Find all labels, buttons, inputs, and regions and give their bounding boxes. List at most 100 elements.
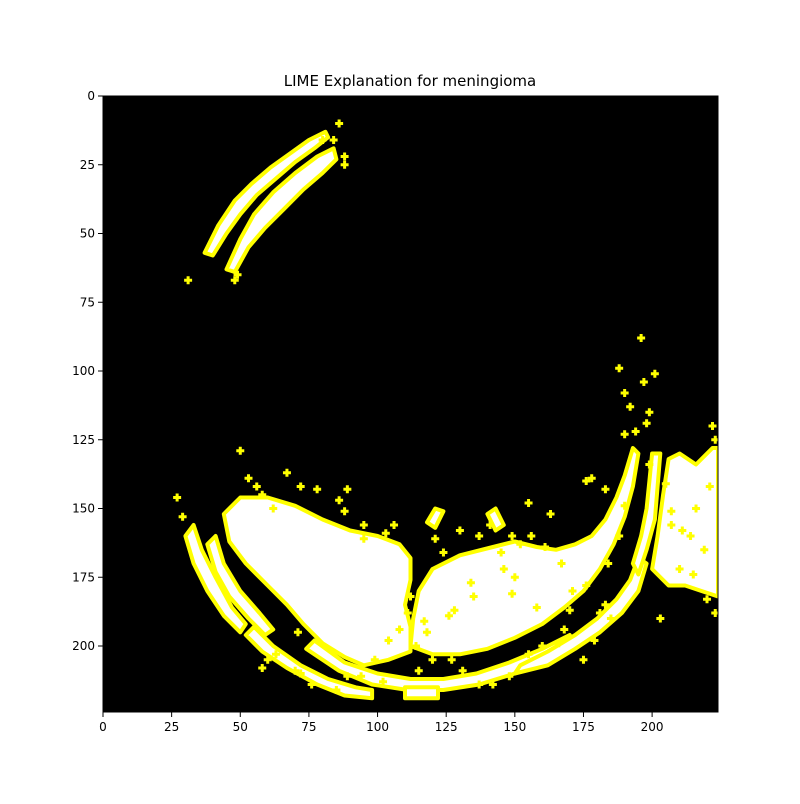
speckle — [379, 677, 388, 686]
y-tick-label: 125 — [72, 433, 95, 447]
x-tick-label: 75 — [301, 720, 316, 734]
speckle — [173, 493, 182, 502]
region-left-curve-1 — [183, 523, 248, 635]
speckle — [642, 419, 651, 428]
speckle — [340, 160, 349, 169]
speckle — [381, 529, 390, 538]
region-bottom-rectangle — [403, 685, 440, 701]
speckle — [650, 369, 659, 378]
speckle — [403, 609, 412, 617]
speckle — [527, 532, 536, 540]
y-tick-label: 175 — [72, 570, 95, 584]
speckle — [604, 559, 613, 568]
speckle — [582, 581, 591, 590]
speckle — [675, 565, 684, 573]
speckle — [568, 587, 577, 595]
speckle — [516, 540, 525, 549]
speckle — [359, 521, 368, 529]
speckle — [439, 548, 448, 557]
speckle — [455, 526, 464, 535]
y-tick-label: 75 — [80, 295, 95, 309]
speckle — [661, 479, 670, 488]
boundary-speckles — [173, 119, 718, 694]
speckle — [291, 666, 300, 675]
speckle — [444, 611, 453, 620]
region-right-band-1 — [630, 451, 663, 577]
speckle — [667, 507, 676, 516]
speckle — [263, 655, 272, 664]
speckle — [307, 680, 316, 689]
x-tick-label: 200 — [641, 720, 664, 734]
speckle — [428, 655, 437, 664]
speckle — [258, 664, 267, 672]
speckle — [678, 526, 687, 535]
speckle — [258, 490, 267, 499]
y-tick-label: 25 — [80, 158, 95, 172]
speckle — [524, 650, 533, 659]
speckle — [579, 655, 588, 664]
speckle — [510, 573, 519, 582]
speckle — [343, 672, 352, 681]
speckle — [466, 578, 475, 587]
speckle — [546, 510, 555, 518]
speckle — [700, 545, 709, 554]
speckle — [431, 534, 440, 543]
speckle — [390, 521, 399, 529]
speckle — [370, 655, 379, 664]
speckle — [178, 512, 187, 521]
speckle — [343, 485, 352, 494]
speckle — [620, 501, 629, 510]
speckle — [656, 614, 665, 623]
speckle — [340, 507, 349, 516]
x-tick-label: 125 — [435, 720, 458, 734]
speckle — [335, 119, 344, 128]
speckle — [686, 532, 695, 540]
speckle — [601, 485, 610, 494]
speckle — [505, 672, 514, 681]
speckle — [384, 636, 393, 645]
speckle — [615, 532, 624, 540]
y-axis: 0 25 50 75 100 125 150 175 200 — [72, 89, 103, 653]
speckle — [499, 565, 508, 573]
speckle — [335, 496, 344, 505]
speckle — [318, 136, 327, 144]
speckle — [236, 446, 245, 455]
region-lower-right-mass — [408, 446, 641, 657]
speckle — [620, 430, 629, 439]
plot-frame — [102, 95, 719, 713]
speckle — [637, 334, 646, 342]
y-tick-label: 50 — [80, 227, 95, 241]
speckle — [620, 389, 629, 397]
speckle — [541, 543, 550, 551]
speckle — [359, 534, 368, 543]
speckle — [557, 559, 566, 568]
speckle — [486, 521, 495, 529]
speckle — [497, 548, 506, 557]
speckle — [293, 628, 302, 637]
speckle — [450, 606, 459, 615]
speckle — [703, 595, 712, 604]
speckle — [422, 628, 431, 637]
x-tick-label: 0 — [99, 720, 107, 734]
speckle — [708, 422, 717, 430]
x-axis: 0 25 50 75 100 125 150 175 200 — [99, 712, 664, 734]
speckle — [271, 650, 280, 659]
speckle — [532, 603, 541, 612]
speckle — [590, 636, 599, 645]
region-left-curve-3 — [243, 624, 375, 701]
speckle — [282, 468, 291, 477]
speckle — [395, 625, 404, 634]
region-left-curve-2 — [205, 534, 276, 637]
speckle — [458, 666, 467, 675]
speckle — [560, 625, 569, 634]
speckle — [645, 460, 654, 469]
speckle — [692, 504, 701, 513]
speckle — [645, 408, 654, 417]
speckle — [233, 270, 242, 279]
speckle — [626, 402, 635, 411]
speckle — [420, 617, 429, 626]
speckle — [667, 521, 676, 529]
x-tick-label: 150 — [503, 720, 526, 734]
